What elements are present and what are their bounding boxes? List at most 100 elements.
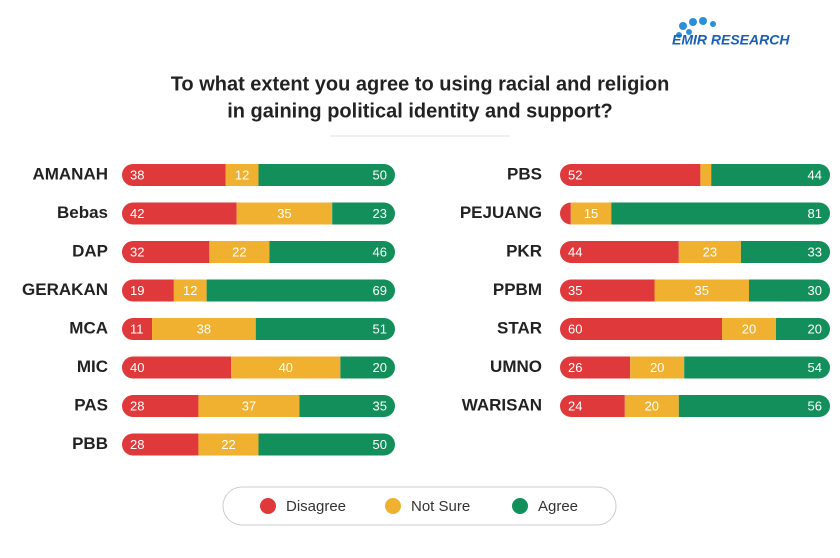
value-label: 22 (232, 244, 246, 259)
value-label: 35 (373, 398, 387, 413)
category-label: Bebas (57, 203, 108, 222)
value-label: 35 (277, 206, 291, 221)
value-label: 23 (373, 206, 387, 221)
bar-segment (198, 395, 300, 417)
category-label: PKR (506, 241, 542, 260)
value-label: 40 (130, 360, 144, 375)
legend-label: Disagree (286, 498, 346, 515)
category-label: PBS (507, 164, 542, 183)
value-label: 37 (242, 398, 256, 413)
value-label: 52 (568, 167, 582, 182)
brand: EMIR RESEARCH (672, 32, 790, 48)
chart-title: in gaining political identity and suppor… (227, 100, 613, 122)
bar-segment (332, 202, 395, 225)
legend-label: Not Sure (411, 498, 470, 515)
bar-row (560, 202, 830, 225)
bar-segment (560, 279, 655, 302)
value-label: 28 (130, 398, 144, 413)
value-label: 44 (808, 167, 822, 182)
value-label: 30 (808, 283, 822, 298)
value-label: 56 (808, 398, 822, 413)
bar-row (560, 318, 830, 340)
value-label: 24 (568, 398, 582, 413)
legend-box (222, 486, 617, 526)
value-label: 20 (650, 360, 664, 375)
category-label: PEJUANG (460, 203, 542, 222)
value-label: 32 (130, 244, 144, 259)
value-label: 35 (695, 283, 709, 298)
bar-segment (206, 279, 395, 302)
bar-segment (700, 164, 712, 186)
bar-row (122, 279, 395, 302)
bar-segment (122, 241, 210, 263)
bar-segment (560, 356, 631, 379)
value-label: 11 (130, 321, 144, 336)
legend-label: Agree (538, 498, 578, 515)
value-label: 15 (584, 206, 598, 221)
bar-segment (624, 395, 679, 417)
value-label: 33 (808, 244, 822, 259)
bar-row (560, 395, 830, 417)
bar-segment (258, 433, 395, 456)
bar-segment (255, 318, 395, 340)
value-label: 20 (645, 398, 659, 413)
bar-segment (122, 202, 237, 225)
legend-swatch (260, 498, 276, 514)
bar-row (122, 202, 395, 225)
bar-row (560, 356, 830, 379)
bar-segment (231, 356, 341, 379)
bar-segment (611, 202, 830, 225)
bar-segment (722, 318, 776, 340)
bar-segment (560, 241, 679, 263)
value-label: 50 (373, 167, 387, 182)
bar-row (122, 433, 395, 456)
bar-segment (654, 279, 749, 302)
bar-segment (122, 279, 174, 302)
bar-segment (776, 318, 830, 340)
bar-segment (560, 318, 722, 340)
bar-row (560, 241, 830, 263)
bar-segment (560, 164, 701, 186)
legend-swatch (512, 498, 528, 514)
value-label: 40 (279, 360, 293, 375)
bar-segment (122, 433, 199, 456)
bar-segment (560, 395, 625, 417)
bar-segment (122, 356, 232, 379)
bar-segment (122, 164, 226, 186)
category-label: DAP (72, 241, 108, 260)
category-label: MCA (69, 318, 108, 337)
value-label: 19 (130, 283, 144, 298)
value-label: 54 (808, 360, 822, 375)
category-label: PAS (74, 395, 108, 414)
category-label: MIC (77, 357, 108, 376)
category-label: UMNO (490, 357, 542, 376)
value-label: 60 (568, 321, 582, 336)
category-label: GERAKAN (22, 280, 108, 299)
category-label: WARISAN (462, 395, 542, 414)
bar-segment (152, 318, 256, 340)
bar-segment (678, 395, 830, 417)
category-label: AMANAH (32, 164, 108, 183)
bar-segment (299, 395, 395, 417)
bar-segment (122, 395, 199, 417)
bar-segment (711, 164, 830, 186)
value-label: 46 (373, 244, 387, 259)
bar-segment (258, 164, 395, 186)
bar-segment (630, 356, 685, 379)
bar-row (560, 164, 830, 186)
bar-segment (269, 241, 395, 263)
bar-segment (684, 356, 830, 379)
bar-segment (570, 202, 612, 225)
bar-row (122, 241, 395, 263)
category-label: PBB (72, 434, 108, 453)
bar-segment (122, 318, 153, 340)
value-label: 44 (568, 244, 582, 259)
value-label: 22 (221, 437, 235, 452)
category-label: PPBM (493, 280, 542, 299)
value-label: 42 (130, 206, 144, 221)
value-label: 81 (808, 206, 822, 221)
bar-row (122, 318, 395, 340)
bar-segment (209, 241, 270, 263)
value-label: 28 (130, 437, 144, 452)
bar-segment (236, 202, 333, 225)
